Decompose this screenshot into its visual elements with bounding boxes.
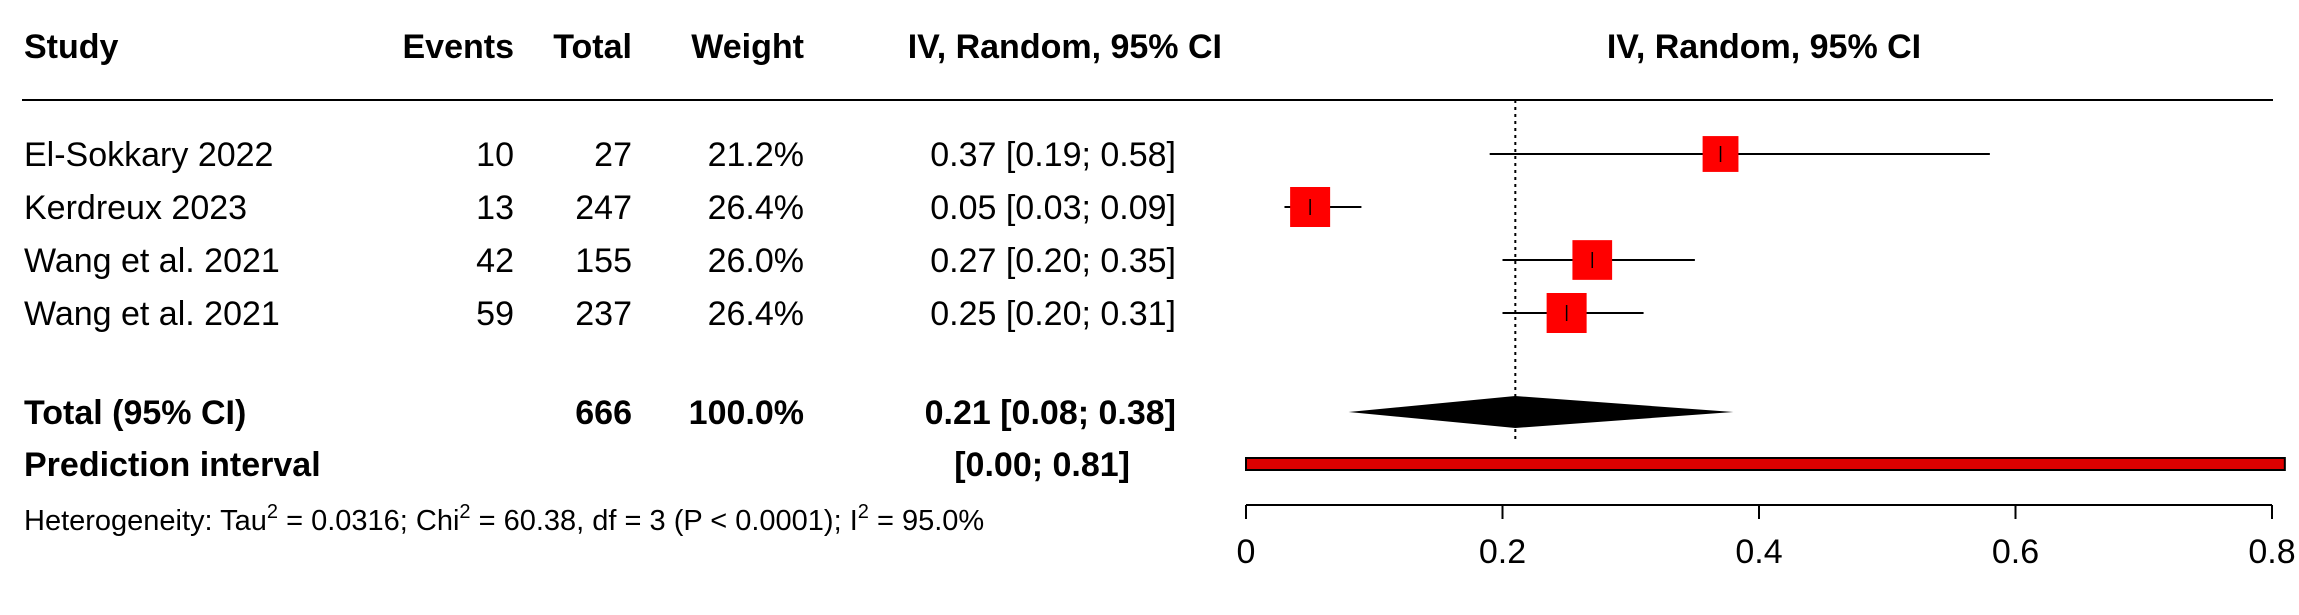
study-weight: 26.0% [708,242,804,280]
prediction-label: Prediction interval [24,446,321,484]
prediction-ci: [0.00; 0.81] [954,446,1130,484]
study-events: 42 [476,242,514,280]
study-total: 247 [575,189,632,227]
header-weight: Weight [691,28,804,66]
study-name: Wang et al. 2021 [24,242,280,280]
heterogeneity-prefix: Heterogeneity: Tau [24,505,267,537]
prediction-row: Prediction interval [0.00; 0.81] [24,446,1130,484]
header-total: Total [553,28,632,66]
summary-layer [1245,396,2286,471]
x-tick-label: 0.4 [1735,533,1782,571]
study-ci: 0.27 [0.20; 0.35] [930,242,1176,280]
study-events: 10 [476,136,514,174]
study-weight: 21.2% [708,136,804,174]
total-row: Total (95% CI) 666 100.0% 0.21 [0.08; 0.… [24,394,1176,432]
study-row: El-Sokkary 2022 10 27 21.2% 0.37 [0.19; … [24,136,1176,174]
study-total: 237 [575,295,632,333]
study-events: 13 [476,189,514,227]
study-row: Wang et al. 2021 59 237 26.4% 0.25 [0.20… [24,295,1176,333]
tau-superscript: 2 [267,501,278,523]
study-ci: 0.37 [0.19; 0.58] [930,136,1176,174]
prediction-interval-bar [1245,457,2286,471]
study-name: Wang et al. 2021 [24,295,280,333]
header-ci: IV, Random, 95% CI [908,28,1222,66]
study-name: Kerdreux 2023 [24,189,247,227]
header-study: Study [24,28,119,66]
total-count: 666 [575,394,632,432]
pooled-diamond [1348,396,1734,428]
x-axis: 0 0.2 0.4 0.6 0.8 [1237,504,2296,571]
total-ci: 0.21 [0.08; 0.38] [925,394,1176,432]
total-weight: 100.0% [689,394,804,432]
tau-value: = 0.0316; Chi [278,505,459,537]
study-weight: 26.4% [708,189,804,227]
header-events: Events [403,28,515,66]
i-superscript: 2 [858,501,869,523]
study-ci: 0.25 [0.20; 0.31] [930,295,1176,333]
study-weight: 26.4% [708,295,804,333]
header-plot: IV, Random, 95% CI [1607,28,1921,66]
chi-superscript: 2 [459,501,470,523]
study-marks-layer [1284,136,1990,333]
chi-value: = 60.38, df = 3 (P < 0.0001); I [471,505,858,537]
study-row: Wang et al. 2021 42 155 26.0% 0.27 [0.20… [24,242,1176,280]
heterogeneity-text: Heterogeneity: Tau2 = 0.0316; Chi2 = 60.… [24,501,984,537]
study-name: El-Sokkary 2022 [24,136,273,174]
total-label: Total (95% CI) [24,394,246,432]
x-tick-label: 0.2 [1479,533,1526,571]
study-events: 59 [476,295,514,333]
study-ci: 0.05 [0.03; 0.09] [930,189,1176,227]
study-total: 155 [575,242,632,280]
study-row: Kerdreux 2023 13 247 26.4% 0.05 [0.03; 0… [24,189,1176,227]
i-value: = 95.0% [869,505,984,537]
study-total: 27 [594,136,632,174]
x-tick-label: 0.8 [2248,533,2295,571]
x-tick-label: 0 [1237,533,1256,571]
x-tick-label: 0.6 [1992,533,2039,571]
